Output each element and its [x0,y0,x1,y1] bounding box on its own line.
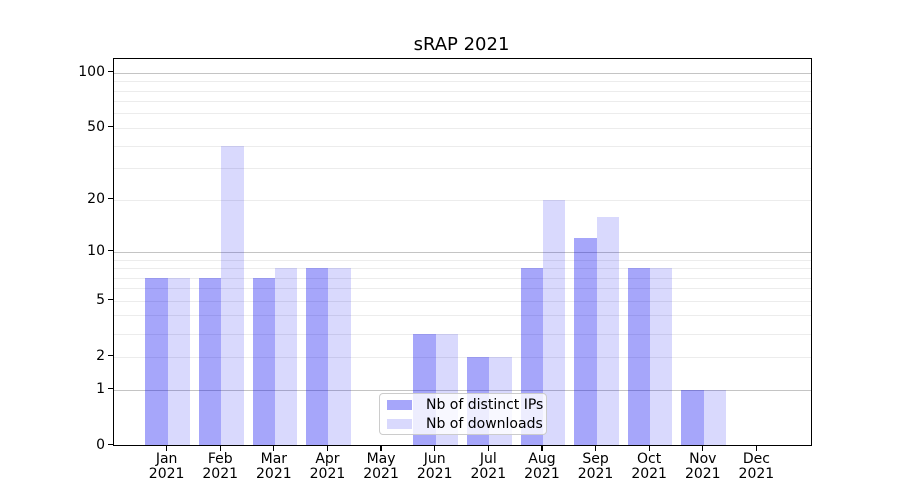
y-tick-mark [108,387,113,390]
bar-aug-downloads [542,199,566,446]
x-tick-mark [648,445,650,451]
y-tick-mark [108,71,113,73]
gridline-minor [114,168,811,170]
bar-mar-distinct-ips [252,277,275,446]
legend-label-distinct-ips: Nb of distinct IPs [426,396,544,413]
x-tick-label-year: 2021 [416,466,453,482]
gridline-minor [114,277,811,279]
x-tick-label-year: 2021 [470,466,507,482]
x-tick-mark [755,445,757,451]
x-tick-label-month: Apr [315,451,340,467]
bar-jan-downloads [167,277,190,446]
y-tick-label: 2 [96,347,105,364]
gridline-minor [114,101,811,103]
y-tick-mark [108,197,113,200]
y-tick-label: 5 [96,291,105,308]
y-tick-mark [108,443,113,446]
y-tick-label: 20 [87,190,105,207]
gridline-minor [114,315,811,317]
bar-sep-downloads [596,216,619,446]
y-tick-mark [108,355,113,357]
x-tick-label-month: Nov [689,451,717,467]
x-tick-mark [326,445,329,451]
x-tick-label-year: 2021 [256,466,292,482]
gridline-major [114,251,811,253]
legend-item-downloads: Nb of downloads [380,416,546,432]
x-tick-label-year: 2021 [309,466,346,482]
bar-jan-distinct-ips [145,277,168,446]
x-tick-mark [487,445,489,451]
gridline-minor [114,259,811,261]
gridline-minor [114,333,811,335]
x-tick-label-month: Feb [207,451,233,467]
x-tick-label-year: 2021 [524,466,560,482]
gridline-major [114,72,811,74]
gridline-minor [114,300,811,302]
y-tick-label: 0 [96,436,105,453]
bar-oct-downloads [650,268,673,446]
y-tick-label: 10 [87,242,105,259]
x-tick-label-year: 2021 [684,466,721,482]
x-tick-mark [594,445,597,451]
x-tick-label-month: Oct [637,451,662,467]
gridline-minor [114,81,811,83]
x-tick-label-year: 2021 [363,466,399,482]
x-tick-mark [273,445,275,451]
x-tick-mark [166,445,168,451]
bar-sep-distinct-ips [574,238,597,446]
x-tick-label-month: Sep [582,451,609,467]
y-tick-label: 50 [87,118,105,135]
x-tick-label-year: 2021 [202,466,239,482]
x-tick-label-month: Jan [155,451,178,467]
gridline-minor [114,90,811,92]
gridline-minor [114,288,811,290]
x-tick-mark [702,445,704,451]
gridline-minor [114,199,811,201]
plot-area [113,58,812,446]
x-tick-label-month: Jun [423,451,446,467]
x-tick-label-month: Aug [528,451,556,467]
gridline-minor [114,113,811,115]
chart-title: sRAP 2021 [413,34,510,55]
legend-item-distinct-ips: Nb of distinct IPs [380,397,546,413]
grid-layer [114,59,811,445]
x-tick-label-month: Jul [479,451,497,467]
x-tick-label-month: Mar [260,451,288,467]
legend: Nb of distinct IPs Nb of downloads [379,393,547,435]
bar-feb-downloads [221,145,244,446]
x-tick-mark [434,445,436,451]
y-tick-label: 1 [96,380,105,397]
y-tick-mark [108,299,113,301]
x-tick-label-year: 2021 [577,466,614,482]
y-tick-mark [108,250,113,252]
bar-oct-distinct-ips [627,268,651,446]
gridline-minor [114,268,811,269]
bar-mar-downloads [274,268,298,446]
bar-feb-distinct-ips [198,277,222,446]
y-tick-mark [108,126,113,128]
bars-layer [114,59,811,446]
gridline-minor [114,127,811,129]
legend-swatch-downloads [387,418,412,429]
x-tick-label-year: 2021 [148,466,185,482]
gridline-minor [114,145,811,147]
x-tick-label-month: May [366,451,396,467]
bar-nov-distinct-ips [681,389,704,446]
x-tick-mark [380,445,382,451]
x-tick-mark [541,445,543,451]
bar-apr-downloads [328,268,351,446]
gridline-minor [114,356,811,358]
legend-label-downloads: Nb of downloads [426,415,543,432]
bar-nov-downloads [703,389,727,446]
x-tick-label-month: Dec [742,451,770,467]
x-tick-label-year: 2021 [631,466,667,482]
x-tick-mark [219,445,221,451]
gridline-major [114,389,811,391]
y-tick-label: 100 [78,63,105,80]
bar-apr-distinct-ips [306,268,329,446]
legend-swatch-distinct-ips [387,399,412,410]
x-tick-label-year: 2021 [738,466,775,482]
